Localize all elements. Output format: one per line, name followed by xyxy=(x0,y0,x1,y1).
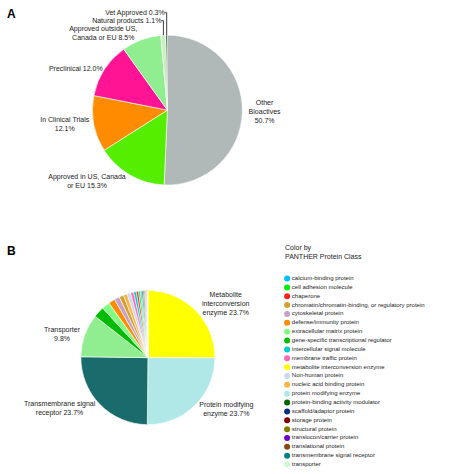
svg-text:protein-binding activity modul: protein-binding activity modulator xyxy=(292,399,380,405)
svg-text:transporter: transporter xyxy=(292,461,321,467)
svg-text:protein modifying enzyme: protein modifying enzyme xyxy=(292,390,361,396)
svg-text:Transmembrane signalreceptor 2: Transmembrane signalreceptor 23.7% xyxy=(24,400,96,417)
svg-text:transmembrane signal receptor: transmembrane signal receptor xyxy=(292,452,375,458)
svg-text:Protein modifyingenzyme 23.7%: Protein modifyingenzyme 23.7% xyxy=(199,401,253,418)
svg-text:OtherBioactives50.7%: OtherBioactives50.7% xyxy=(249,99,281,124)
svg-text:gene-specific transcriptional: gene-specific transcriptional regulator xyxy=(292,337,392,343)
svg-text:Transporter9.8%: Transporter9.8% xyxy=(44,326,81,342)
svg-text:scaffold/adaptor protein: scaffold/adaptor protein xyxy=(292,408,355,414)
svg-text:Metaboliteinterconversionenzym: Metaboliteinterconversionenzyme 23.7% xyxy=(202,291,250,317)
svg-text:In Clinical Trials12.1%: In Clinical Trials12.1% xyxy=(40,116,90,132)
svg-text:membrane traffic protein: membrane traffic protein xyxy=(292,355,357,361)
svg-text:extracellular matrix protein: extracellular matrix protein xyxy=(292,328,362,334)
svg-text:chaperone: chaperone xyxy=(292,293,321,299)
svg-text:cytoskeletal protein: cytoskeletal protein xyxy=(292,310,343,316)
svg-text:Non-human protein: Non-human protein xyxy=(292,372,343,378)
svg-text:defense/immunity protein: defense/immunity protein xyxy=(292,319,359,325)
svg-text:A: A xyxy=(7,7,16,21)
svg-text:storage protein: storage protein xyxy=(292,417,332,423)
svg-text:calcium-binding protein: calcium-binding protein xyxy=(292,275,354,281)
svg-text:chromatin/chromatin-binding, o: chromatin/chromatin-binding, or regulato… xyxy=(292,302,425,308)
svg-text:Preclinical 12.0%: Preclinical 12.0% xyxy=(49,65,103,72)
svg-text:structural protein: structural protein xyxy=(292,426,337,432)
svg-text:cell adhesion molecule: cell adhesion molecule xyxy=(292,284,353,290)
svg-text:nucleic acid binding protein: nucleic acid binding protein xyxy=(292,381,364,387)
svg-text:Approved outside US,Canada or: Approved outside US,Canada or EU 8.5% xyxy=(69,25,137,41)
svg-text:translocon/carrier protein: translocon/carrier protein xyxy=(292,435,358,441)
svg-text:intercellular signal molecule: intercellular signal molecule xyxy=(292,346,366,352)
svg-text:Vet Approved 0.3%: Vet Approved 0.3% xyxy=(105,9,165,17)
svg-text:translational protein: translational protein xyxy=(292,443,344,449)
svg-text:metabolite interconversion enz: metabolite interconversion enzyme xyxy=(292,364,385,370)
svg-text:B: B xyxy=(7,244,16,258)
svg-text:Color byPANTHER Protein Class: Color byPANTHER Protein Class xyxy=(285,244,362,260)
svg-text:Approved in US, Canadaor EU 15: Approved in US, Canadaor EU 15.3% xyxy=(48,173,126,189)
svg-text:Natural products 1.1%: Natural products 1.1% xyxy=(92,17,161,25)
